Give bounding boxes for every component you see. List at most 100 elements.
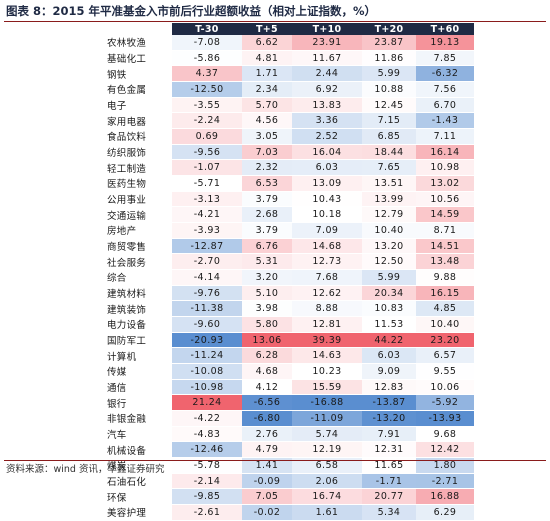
- industry-label: 建筑装饰: [102, 301, 172, 318]
- value-cell: 14.51: [416, 238, 474, 255]
- value-cell: -5.92: [416, 395, 474, 412]
- table-row: 钢铁 4.37 1.71 2.44 5.99 -6.32: [102, 66, 530, 83]
- value-cell: 12.79: [362, 207, 416, 224]
- value-cell: 6.28: [242, 348, 292, 365]
- value-cell: -10.98: [172, 379, 242, 396]
- industry-label: 非银金融: [102, 411, 172, 427]
- table-row: 美容护理 -2.61 -0.02 1.61 5.34 6.29: [102, 505, 530, 521]
- industry-label: 环保: [102, 489, 172, 506]
- value-cell: 7.65: [362, 160, 416, 177]
- industry-label: 交通运输: [102, 207, 172, 224]
- value-cell: -1.43: [416, 113, 474, 130]
- value-cell: 1.80: [416, 458, 474, 474]
- value-cell: -0.09: [242, 473, 292, 490]
- industry-label: 纺织服饰: [102, 144, 172, 161]
- value-cell: 10.98: [416, 160, 474, 177]
- value-cell: 7.11: [416, 129, 474, 145]
- value-cell: 12.45: [362, 97, 416, 114]
- industry-label: 农林牧渔: [102, 35, 172, 51]
- value-cell: 11.67: [292, 50, 362, 67]
- value-cell: 12.73: [292, 254, 362, 271]
- industry-label: 传媒: [102, 364, 172, 380]
- value-cell: 14.59: [416, 207, 474, 224]
- value-cell: 9.88: [416, 270, 474, 286]
- industry-label: 通信: [102, 379, 172, 396]
- value-cell: 7.68: [292, 270, 362, 286]
- value-cell: 8.71: [416, 223, 474, 239]
- value-cell: 18.44: [362, 144, 416, 161]
- value-cell: 16.74: [292, 489, 362, 506]
- value-cell: 44.22: [362, 332, 416, 349]
- value-cell: 39.39: [292, 332, 362, 349]
- value-cell: 4.85: [416, 301, 474, 318]
- value-cell: 13.20: [362, 238, 416, 255]
- value-cell: 12.83: [362, 379, 416, 396]
- value-cell: -4.22: [172, 411, 242, 427]
- value-cell: 6.85: [362, 129, 416, 145]
- value-cell: 1.41: [242, 458, 292, 474]
- header-corner: [102, 23, 172, 35]
- value-cell: 10.83: [362, 301, 416, 318]
- value-cell: 5.80: [242, 317, 292, 333]
- value-cell: 10.56: [416, 191, 474, 208]
- table-row: 传媒 -10.08 4.68 10.23 9.09 9.55: [102, 364, 530, 380]
- value-cell: -9.60: [172, 317, 242, 333]
- value-cell: 11.53: [362, 317, 416, 333]
- value-cell: 14.63: [292, 348, 362, 365]
- value-cell: 0.69: [172, 129, 242, 145]
- value-cell: -1.07: [172, 160, 242, 177]
- value-cell: -20.93: [172, 332, 242, 349]
- value-cell: 10.40: [416, 317, 474, 333]
- value-cell: 3.79: [242, 191, 292, 208]
- col-header-t+10: T+10: [292, 23, 362, 35]
- value-cell: -10.08: [172, 364, 242, 380]
- value-cell: 3.20: [242, 270, 292, 286]
- value-cell: 6.76: [242, 238, 292, 255]
- table-row: 环保 -9.85 7.05 16.74 20.77 16.88: [102, 489, 530, 506]
- value-cell: 6.29: [416, 505, 474, 521]
- value-cell: -6.56: [242, 395, 292, 412]
- table-row: 农林牧渔 -7.08 6.62 23.91 23.87 19.13: [102, 35, 530, 51]
- value-cell: -2.61: [172, 505, 242, 521]
- value-cell: 9.68: [416, 426, 474, 443]
- value-cell: 10.23: [292, 364, 362, 380]
- value-cell: 6.70: [416, 97, 474, 114]
- value-cell: 23.87: [362, 35, 416, 51]
- value-cell: 12.31: [362, 442, 416, 459]
- value-cell: 13.02: [416, 176, 474, 192]
- value-cell: 3.05: [242, 129, 292, 145]
- table-body: 农林牧渔 -7.08 6.62 23.91 23.87 19.13 基础化工 -5.86 4.8…: [102, 35, 530, 521]
- source-note: 资料来源：wind 资讯，华鑫证券研究: [6, 464, 165, 475]
- value-cell: -11.38: [172, 301, 242, 318]
- table-row: 石油石化 -2.14 -0.09 2.06 -1.71 -2.71: [102, 473, 530, 490]
- col-header-t+20: T+20: [362, 23, 416, 35]
- table-row: 基础化工 -5.86 4.81 11.67 11.86 7.85: [102, 50, 530, 67]
- value-cell: 9.09: [362, 364, 416, 380]
- table-row: 建筑装饰 -11.38 3.98 8.88 10.83 4.85: [102, 301, 530, 318]
- table-row: 综合 -4.14 3.20 7.68 5.99 9.88: [102, 270, 530, 286]
- value-cell: 4.79: [242, 442, 292, 459]
- value-cell: 2.52: [292, 129, 362, 145]
- value-cell: 16.04: [292, 144, 362, 161]
- value-cell: 4.56: [242, 113, 292, 130]
- table-row: 电子 -3.55 5.70 13.83 12.45 6.70: [102, 97, 530, 114]
- value-cell: -5.78: [172, 458, 242, 474]
- industry-label: 钢铁: [102, 66, 172, 83]
- value-cell: -3.55: [172, 97, 242, 114]
- value-cell: -12.46: [172, 442, 242, 459]
- industry-label: 医药生物: [102, 176, 172, 192]
- table-row: 银行 21.24 -6.56 -16.88 -13.87 -5.92: [102, 395, 530, 412]
- value-cell: -2.70: [172, 254, 242, 271]
- footer-divider: [4, 460, 546, 461]
- value-cell: -4.14: [172, 270, 242, 286]
- value-cell: 20.34: [362, 285, 416, 302]
- industry-label: 国防军工: [102, 332, 172, 349]
- table-row: 有色金属 -12.50 2.34 6.92 10.88 7.56: [102, 82, 530, 98]
- industry-label: 银行: [102, 395, 172, 412]
- value-cell: 7.03: [242, 144, 292, 161]
- table-row: 国防军工 -20.93 13.06 39.39 44.22 23.20: [102, 332, 530, 349]
- industry-label: 商贸零售: [102, 238, 172, 255]
- value-cell: 6.57: [416, 348, 474, 365]
- table-row: 家用电器 -2.24 4.56 3.36 7.15 -1.43: [102, 113, 530, 130]
- value-cell: 6.03: [292, 160, 362, 177]
